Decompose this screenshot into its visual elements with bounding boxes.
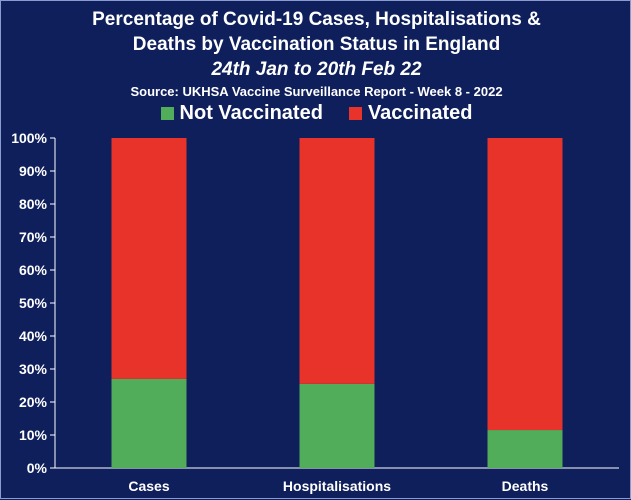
bar-vaccinated-cases <box>111 138 187 379</box>
chart-title-line-2: Deaths by Vaccination Status in England <box>132 34 501 55</box>
x-tick-label: Cases <box>128 478 169 494</box>
y-tick-label: 40% <box>19 328 48 344</box>
bar-vaccinated-deaths <box>487 138 563 431</box>
y-tick-label: 80% <box>19 196 48 212</box>
y-tick-label: 100% <box>11 130 47 146</box>
bar-not-vaccinated-hospitalisations <box>299 383 375 468</box>
bar-vaccinated-hospitalisations <box>299 138 375 384</box>
legend-swatch-not-vaccinated <box>160 107 174 120</box>
legend: Not Vaccinated Vaccinated <box>1 102 631 125</box>
y-tick-label: 30% <box>19 361 48 377</box>
chart-title-line-1: Percentage of Covid-19 Cases, Hospitalis… <box>92 9 541 30</box>
y-tick-label: 70% <box>19 229 48 245</box>
y-tick-label: 20% <box>19 394 48 410</box>
x-tick-label: Hospitalisations <box>283 478 391 494</box>
legend-swatch-vaccinated <box>348 107 362 120</box>
legend-label-vaccinated: Vaccinated <box>367 102 473 124</box>
bar-not-vaccinated-deaths <box>487 430 563 468</box>
legend-label-not-vaccinated: Not Vaccinated <box>179 102 323 124</box>
y-tick-label: 90% <box>19 163 48 179</box>
y-tick-label: 60% <box>19 262 48 278</box>
legend-item-not-vaccinated: Not Vaccinated <box>160 102 323 125</box>
bar-not-vaccinated-cases <box>111 378 187 468</box>
y-tick-label: 10% <box>19 427 48 443</box>
legend-item-vaccinated: Vaccinated <box>348 102 473 125</box>
x-tick-label: Deaths <box>502 478 549 494</box>
y-tick-label: 0% <box>27 460 48 476</box>
chart-subtitle: 24th Jan to 20th Feb 22 <box>211 59 422 80</box>
chart-source: Source: UKHSA Vaccine Surveillance Repor… <box>130 84 503 99</box>
y-tick-label: 50% <box>19 295 48 311</box>
